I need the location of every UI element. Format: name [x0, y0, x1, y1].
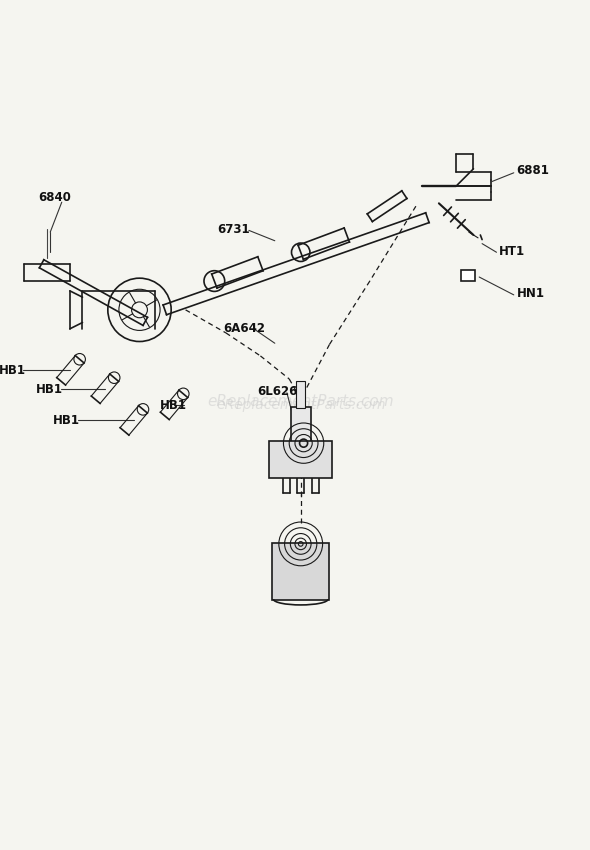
Text: HB1: HB1	[53, 414, 80, 427]
Text: 6731: 6731	[217, 223, 250, 235]
Text: HN1: HN1	[517, 287, 545, 300]
Text: HB1: HB1	[0, 364, 25, 377]
Text: HT1: HT1	[499, 245, 526, 258]
FancyBboxPatch shape	[269, 441, 332, 479]
FancyBboxPatch shape	[461, 269, 474, 281]
Text: 6L626: 6L626	[257, 385, 298, 398]
Text: HB1: HB1	[160, 399, 186, 412]
Text: 6A642: 6A642	[223, 322, 265, 335]
Text: 6881: 6881	[517, 164, 549, 177]
FancyBboxPatch shape	[272, 543, 329, 600]
Text: eReplacementParts.com: eReplacementParts.com	[208, 394, 394, 410]
FancyBboxPatch shape	[291, 407, 310, 455]
Text: 6840: 6840	[39, 191, 71, 204]
FancyBboxPatch shape	[296, 382, 305, 408]
Text: HB1: HB1	[36, 382, 63, 396]
Text: eReplacementParts.com: eReplacementParts.com	[216, 398, 385, 412]
